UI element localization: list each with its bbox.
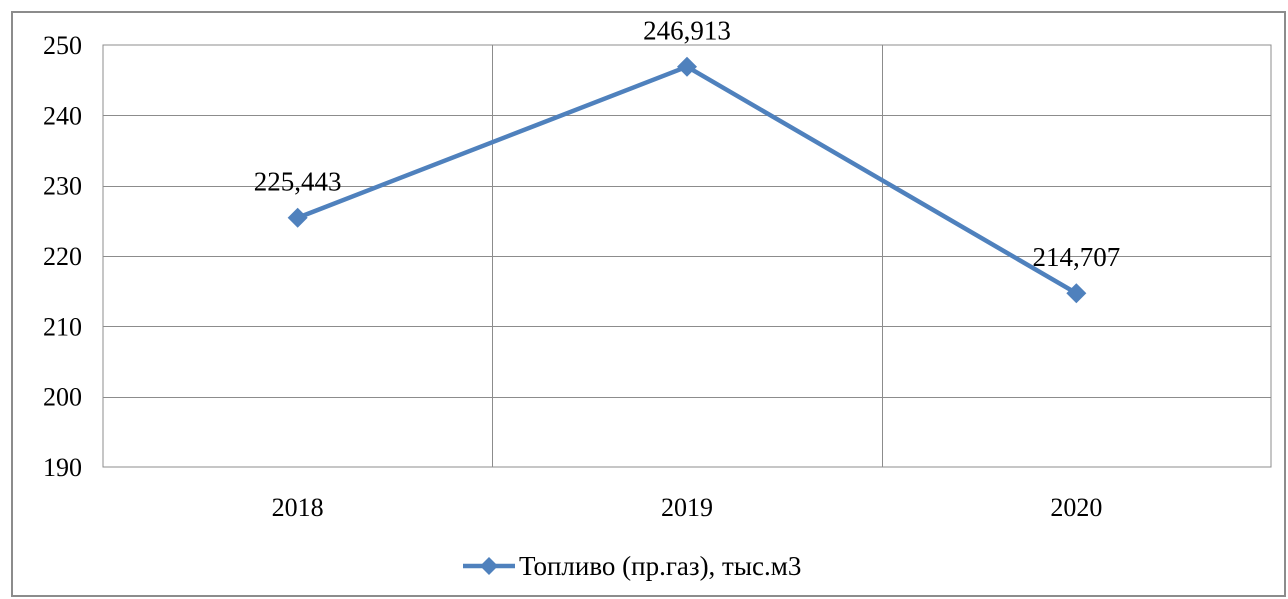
data-point-marker	[1066, 283, 1087, 304]
y-tick-label: 210	[43, 312, 82, 341]
legend-label: Топливо (пр.газ), тыс.м3	[519, 551, 801, 581]
x-tick-label: 2018	[272, 493, 324, 522]
legend-marker	[480, 557, 498, 575]
data-point-marker	[287, 207, 308, 228]
data-label: 246,913	[643, 16, 731, 46]
series-line	[296, 64, 1078, 296]
y-tick-label: 230	[43, 172, 82, 201]
data-point-marker	[677, 56, 697, 77]
x-tick-label: 2019	[661, 493, 713, 522]
x-tick-label: 2020	[1050, 493, 1102, 522]
legend: Топливо (пр.газ), тыс.м3	[463, 551, 801, 581]
data-label: 225,443	[254, 167, 342, 197]
y-tick-label: 240	[43, 101, 82, 130]
chart-frame	[11, 11, 1286, 597]
y-tick-label: 190	[43, 453, 82, 482]
series-layer	[287, 56, 1087, 304]
y-tick-label: 220	[43, 242, 82, 271]
y-tick-label: 250	[43, 31, 82, 60]
data-label: 214,707	[1032, 242, 1120, 272]
label-layer: 225,443 246,913 214,707	[254, 16, 1120, 273]
axis-layer: 190 200 210 220 230 240 250 2018 2019 2020	[43, 31, 1102, 522]
y-tick-label: 200	[43, 383, 82, 412]
grid-layer	[102, 44, 1272, 468]
